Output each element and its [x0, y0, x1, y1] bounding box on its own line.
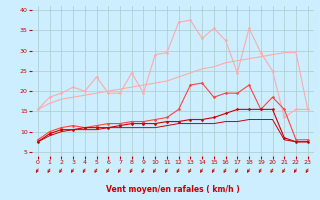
X-axis label: Vent moyen/en rafales ( km/h ): Vent moyen/en rafales ( km/h ) — [106, 185, 240, 194]
